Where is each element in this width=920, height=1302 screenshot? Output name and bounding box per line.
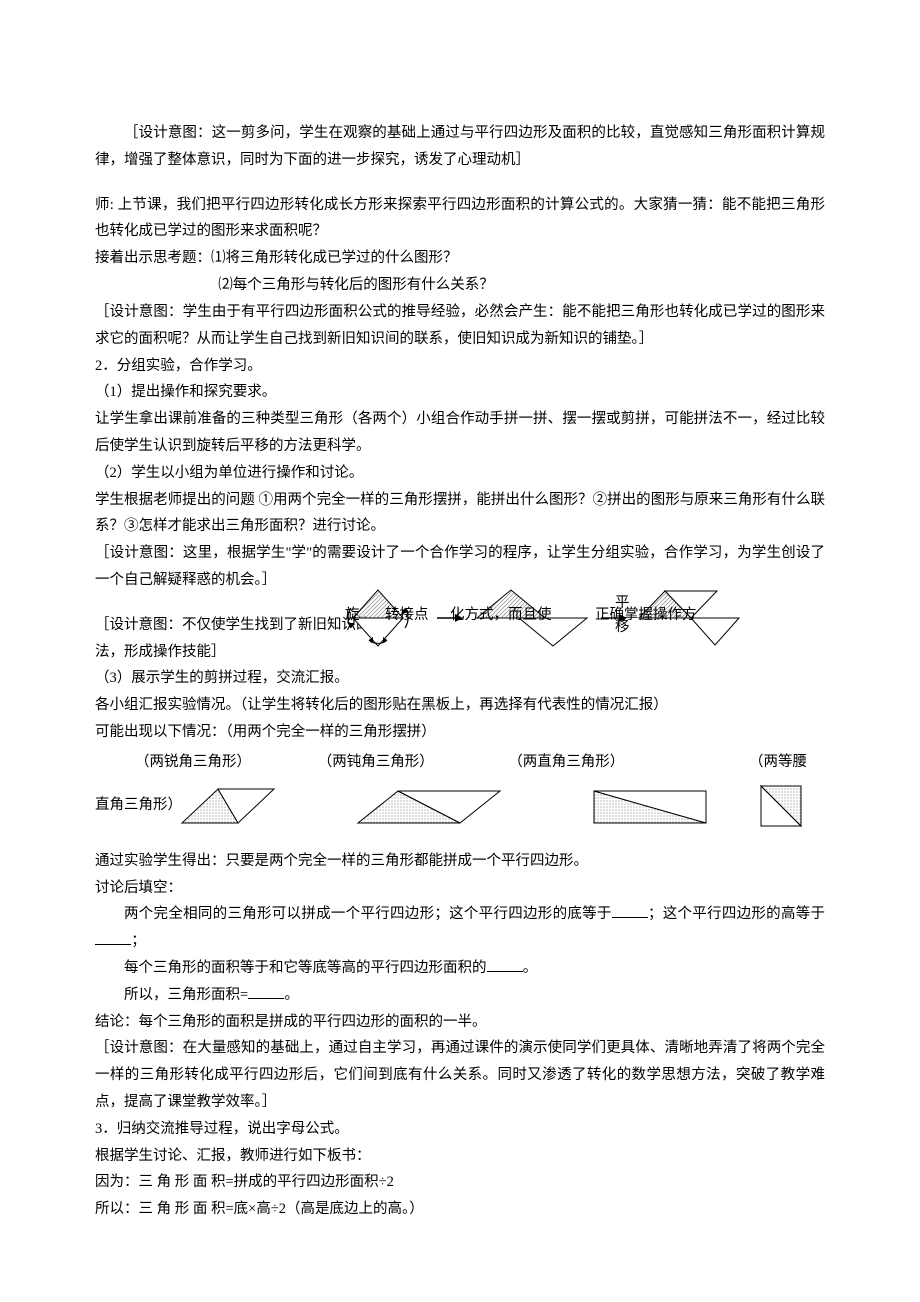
think-q2: ⑵每个三角形与转化后的图形有什么关系？	[95, 272, 825, 299]
step-3-body-2: 可能出现以下情况：（用两个完全一样的三角形摆拼）	[95, 719, 825, 746]
fill-2b: 。	[523, 960, 538, 976]
step-3-body-1: 各小组汇报实验情况。（让学生将转化后的图形贴在黑板上，再选择有代表性的情况汇报）	[95, 692, 825, 719]
ov-master: 正确掌握操作方	[595, 602, 697, 629]
label-isoc-right: 直角三角形）	[95, 792, 182, 819]
step-2-title: （2）学生以小组为单位进行操作和讨论。	[95, 460, 825, 487]
label-obtuse: （两钝角三角形）	[318, 754, 434, 770]
fill-2a: 每个三角形的面积等于和它等底等高的平行四边形面积的	[124, 960, 487, 976]
ov-convert: 化方式，而且使	[450, 602, 552, 629]
experiment-result: 通过实验学生得出：只要是两个完全一样的三角形都能拼成一个平行四边形。	[95, 848, 825, 875]
fill-1b: ；这个平行四边形的高等于	[648, 906, 825, 922]
design-note-2: ［设计意图：学生由于有平行四边形面积公式的推导经验，必然会产生：能不能把三角形也…	[95, 299, 825, 353]
label-acute: （两锐角三角形）	[135, 754, 251, 770]
shape-labels-row: （两锐角三角形） （两钝角三角形） （两直角三角形） （两等腰	[105, 749, 815, 776]
fill-line-2: 每个三角形的面积等于和它等底等高的平行四边形面积的 。	[95, 955, 825, 982]
section-3: 3．归纳交流推导过程，说出字母公式。	[95, 1116, 825, 1143]
acute-parallelogram-icon	[176, 785, 286, 827]
section-2: 2．分组实验，合作学习。	[95, 353, 825, 380]
obtuse-parallelogram-icon	[352, 785, 522, 827]
conclusion: 结论：每个三角形的面积是拼成的平行四边形的面积的一半。	[95, 1009, 825, 1036]
design-note-1: ［设计意图：这一剪多问，学生在观察的基础上通过与平行四边形及面积的比较，直觉感知…	[95, 120, 825, 174]
ov-move: 移	[615, 614, 630, 641]
because-line: 因为：三 角 形 面 积=拼成的平行四边形面积÷2	[95, 1169, 825, 1196]
blank-1[interactable]	[612, 904, 648, 919]
board-intro: 根据学生讨论、汇报，教师进行如下板书：	[95, 1143, 825, 1170]
design-note-5: ［设计意图：在大量感知的基础上，通过自主学习，再通过课件的演示使同学们更具体、清…	[95, 1035, 825, 1115]
isoc-square-icon	[757, 782, 813, 830]
fill-1c: ；	[131, 933, 146, 949]
blank-2[interactable]	[95, 931, 131, 946]
design-note-3: ［设计意图：这里，根据学生"学"的需要设计了一个合作学习的程序，让学生分组实验，…	[95, 540, 825, 594]
right-rectangle-icon	[588, 785, 718, 827]
fill-3a: 所以，三角形面积=	[124, 987, 248, 1003]
ov-rotate: 旋	[345, 602, 360, 629]
fill-3b: 。	[284, 987, 299, 1003]
label-isoc: （两等腰	[749, 754, 807, 770]
step-3-title: （3）展示学生的剪拼过程，交流汇报。	[95, 665, 825, 692]
fill-line-1: 两个完全相同的三角形可以拼成一个平行四边形；这个平行四边形的底等于 ；这个平行四边…	[95, 901, 825, 955]
shapes-figure-row: 直角三角形）	[95, 782, 825, 830]
teacher-line: 师: 上节课，我们把平行四边形转化成长方形来探索平行四边形面积的计算公式的。大家…	[95, 192, 825, 246]
step-1-body: 让学生拿出课前准备的三种类型三角形（各两个）小组合作动手拼一拼、摆一摆或剪拼，可…	[95, 406, 825, 460]
fill-line-3: 所以，三角形面积= 。	[95, 982, 825, 1009]
blank-4[interactable]	[248, 984, 284, 999]
label-right: （两直角三角形）	[508, 754, 624, 770]
step-1-title: （1）提出操作和探究要求。	[95, 379, 825, 406]
ov-join: 转接点	[385, 602, 429, 629]
so-line: 所以：三 角 形 面 积=底×高÷2（高是底边上的高。）	[95, 1196, 825, 1223]
think-q1: 接着出示思考题：⑴将三角形转化成已学过的什么图形？	[95, 245, 825, 272]
discuss-fill: 讨论后填空：	[95, 875, 825, 902]
step-2-body: 学生根据老师提出的问题 ①用两个完全一样的三角形摆拼，能拼出什么图形？②拼出的图…	[95, 487, 825, 541]
blank-3[interactable]	[487, 957, 523, 972]
fill-1a: 两个完全相同的三角形可以拼成一个平行四边形；这个平行四边形的底等于	[124, 906, 612, 922]
